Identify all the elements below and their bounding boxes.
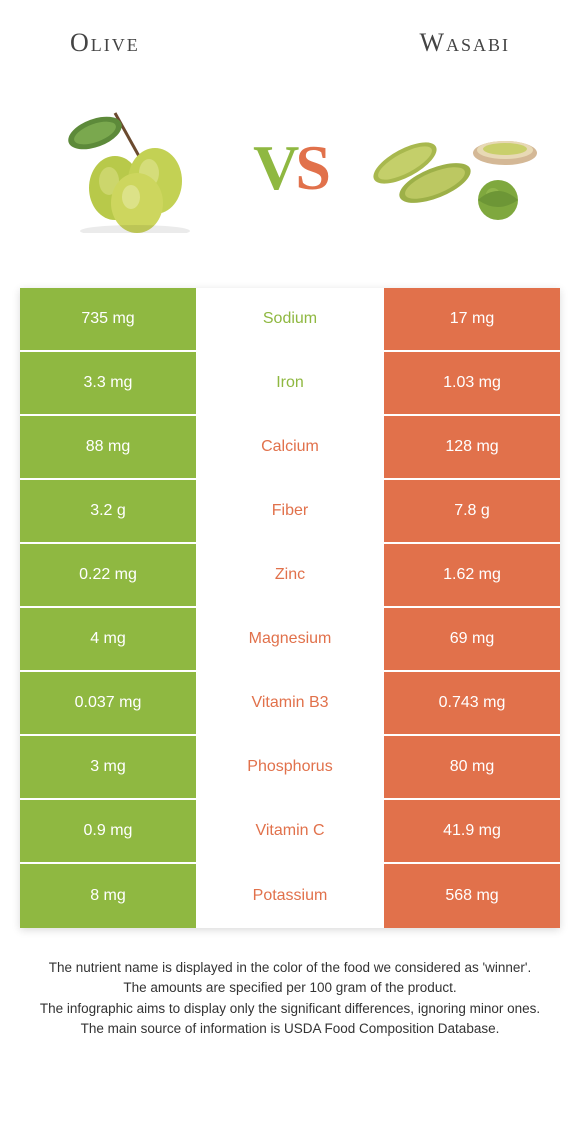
nutrient-label: Vitamin B3 bbox=[196, 672, 384, 734]
footer-line: The infographic aims to display only the… bbox=[24, 999, 556, 1019]
table-row: 8 mgPotassium568 mg bbox=[20, 864, 560, 928]
nutrient-label: Potassium bbox=[196, 864, 384, 928]
right-title: Wasabi bbox=[419, 28, 510, 58]
left-value: 0.9 mg bbox=[20, 800, 196, 862]
images-row: VS bbox=[0, 68, 580, 268]
table-row: 0.9 mgVitamin C41.9 mg bbox=[20, 800, 560, 864]
right-value: 80 mg bbox=[384, 736, 560, 798]
right-value: 128 mg bbox=[384, 416, 560, 478]
nutrient-label: Iron bbox=[196, 352, 384, 414]
right-value: 69 mg bbox=[384, 608, 560, 670]
wasabi-image bbox=[360, 98, 540, 238]
left-value: 3 mg bbox=[20, 736, 196, 798]
nutrient-label: Zinc bbox=[196, 544, 384, 606]
left-value: 735 mg bbox=[20, 288, 196, 350]
footer-line: The nutrient name is displayed in the co… bbox=[24, 958, 556, 978]
vs-label: VS bbox=[253, 131, 327, 205]
nutrient-label: Magnesium bbox=[196, 608, 384, 670]
left-title: Olive bbox=[70, 28, 140, 58]
footer-line: The main source of information is USDA F… bbox=[24, 1019, 556, 1039]
nutrient-label: Vitamin C bbox=[196, 800, 384, 862]
nutrient-label: Sodium bbox=[196, 288, 384, 350]
left-value: 3.3 mg bbox=[20, 352, 196, 414]
left-value: 0.22 mg bbox=[20, 544, 196, 606]
table-row: 3 mgPhosphorus80 mg bbox=[20, 736, 560, 800]
right-value: 0.743 mg bbox=[384, 672, 560, 734]
nutrient-label: Calcium bbox=[196, 416, 384, 478]
vs-v: V bbox=[253, 132, 295, 203]
header: Olive Wasabi bbox=[0, 0, 580, 68]
comparison-table: 735 mgSodium17 mg3.3 mgIron1.03 mg88 mgC… bbox=[20, 288, 560, 928]
left-value: 4 mg bbox=[20, 608, 196, 670]
left-value: 0.037 mg bbox=[20, 672, 196, 734]
nutrient-label: Fiber bbox=[196, 480, 384, 542]
table-row: 3.2 gFiber7.8 g bbox=[20, 480, 560, 544]
table-row: 4 mgMagnesium69 mg bbox=[20, 608, 560, 672]
right-value: 568 mg bbox=[384, 864, 560, 928]
footer-line: The amounts are specified per 100 gram o… bbox=[24, 978, 556, 998]
nutrient-label: Phosphorus bbox=[196, 736, 384, 798]
left-value: 88 mg bbox=[20, 416, 196, 478]
table-row: 88 mgCalcium128 mg bbox=[20, 416, 560, 480]
table-row: 0.037 mgVitamin B30.743 mg bbox=[20, 672, 560, 736]
table-row: 735 mgSodium17 mg bbox=[20, 288, 560, 352]
right-value: 7.8 g bbox=[384, 480, 560, 542]
table-row: 0.22 mgZinc1.62 mg bbox=[20, 544, 560, 608]
right-value: 17 mg bbox=[384, 288, 560, 350]
footer: The nutrient name is displayed in the co… bbox=[0, 928, 580, 1039]
olive-image bbox=[40, 98, 220, 238]
right-value: 1.62 mg bbox=[384, 544, 560, 606]
right-value: 1.03 mg bbox=[384, 352, 560, 414]
left-value: 8 mg bbox=[20, 864, 196, 928]
vs-s: S bbox=[295, 132, 327, 203]
right-value: 41.9 mg bbox=[384, 800, 560, 862]
left-value: 3.2 g bbox=[20, 480, 196, 542]
table-row: 3.3 mgIron1.03 mg bbox=[20, 352, 560, 416]
